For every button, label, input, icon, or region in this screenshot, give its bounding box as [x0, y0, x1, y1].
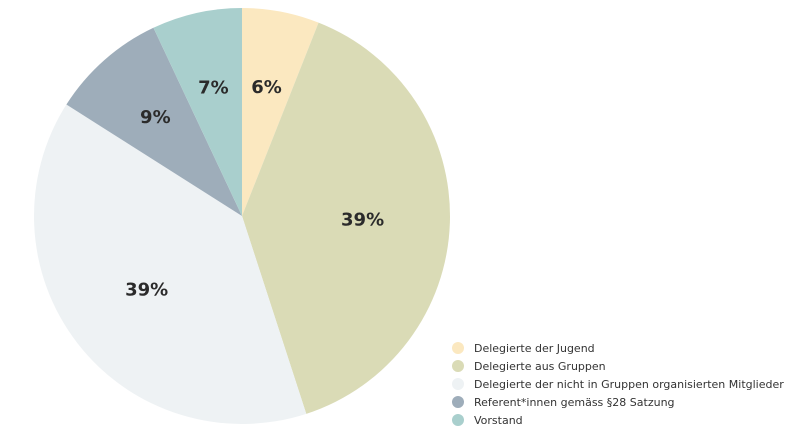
legend-label: Vorstand	[474, 413, 523, 427]
pie-label-delegierte-aus-gruppen: 39%	[341, 209, 384, 230]
legend: Delegierte der Jugend Delegierte aus Grup…	[452, 339, 784, 429]
legend-label: Delegierte der Jugend	[474, 341, 595, 355]
pie-labels: 6% 39% 39% 9% 7%	[125, 77, 384, 301]
pie-slice-referent-innen-gem-ss-28-satzung	[66, 27, 242, 216]
legend-swatch	[452, 396, 464, 408]
pie-label-vorstand: 7%	[198, 78, 229, 99]
legend-item-delegierte-der-nicht-in-gruppen-organisierten-mitglieder: Delegierte der nicht in Gruppen organisi…	[452, 375, 784, 393]
legend-item-delegierte-aus-gruppen: Delegierte aus Gruppen	[452, 357, 784, 375]
pie-label-referent-innen-gem-ss-28-satzung: 9%	[140, 107, 171, 128]
pie-slice-vorstand	[153, 8, 242, 216]
pie-label-delegierte-der-nicht-in-gruppen-organisierten-mitglieder: 39%	[125, 279, 168, 300]
pie-slice-delegierte-der-nicht-in-gruppen-organisierten-mitglieder	[33, 104, 307, 424]
legend-swatch	[452, 378, 464, 390]
legend-label: Referent*innen gemäss §28 Satzung	[474, 395, 675, 409]
legend-swatch	[452, 342, 464, 354]
pie-label-delegierte-der-jugend: 6%	[251, 77, 282, 98]
legend-swatch	[452, 360, 464, 372]
pie-slice-delegierte-der-jugend	[242, 8, 319, 216]
legend-item-referent-innen-gem-ss-28-satzung: Referent*innen gemäss §28 Satzung	[452, 393, 784, 411]
legend-item-delegierte-der-jugend: Delegierte der Jugend	[452, 339, 784, 357]
legend-swatch	[452, 414, 464, 426]
legend-item-vorstand: Vorstand	[452, 411, 784, 429]
pie-slice-delegierte-aus-gruppen	[242, 22, 451, 414]
legend-label: Delegierte der nicht in Gruppen organisi…	[474, 377, 784, 391]
legend-label: Delegierte aus Gruppen	[474, 359, 606, 373]
pie-slices	[33, 8, 451, 424]
